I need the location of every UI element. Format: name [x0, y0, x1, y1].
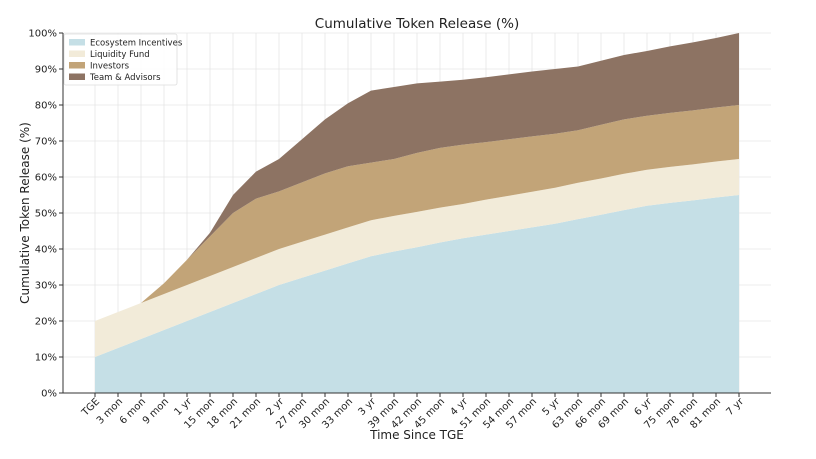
area-investors — [95, 105, 739, 321]
chart-title: Cumulative Token Release (%) — [315, 16, 519, 32]
y-tick-label: 90% — [35, 65, 57, 76]
y-tick-label: 20% — [35, 317, 57, 328]
area-layer — [95, 33, 739, 393]
y-tick-label: 70% — [35, 137, 57, 148]
area-team-advisors — [95, 33, 739, 321]
y-tick-label: 30% — [35, 281, 57, 292]
y-tick-label: 80% — [35, 101, 57, 112]
x-axis-title: Time Since TGE — [369, 428, 464, 442]
legend-label-investors: Investors — [90, 62, 130, 72]
legend-frame — [63, 33, 178, 86]
x-tick-label: 7 yr — [724, 396, 746, 418]
legend-swatch-team-advisors — [69, 73, 85, 80]
legend-label-team-advisors: Team & Advisors — [89, 73, 161, 83]
y-tick-label: 100% — [28, 29, 57, 40]
legend-label-ecosystem-incentives: Ecosystem Incentives — [90, 39, 183, 49]
legend-label-liquidity-fund: Liquidity Fund — [90, 50, 150, 60]
legend-swatch-investors — [69, 62, 85, 69]
y-tick-label: 60% — [35, 173, 57, 184]
y-tick-label: 40% — [35, 245, 57, 256]
y-tick-label: 10% — [35, 353, 57, 364]
legend-swatch-ecosystem-incentives — [69, 39, 85, 46]
y-tick-label: 50% — [35, 209, 57, 220]
x-tick-label: 9 mon — [141, 396, 171, 426]
area-liquidity-fund — [95, 159, 739, 357]
area-ecosystem-incentives — [95, 195, 739, 393]
y-tick-label: 0% — [41, 389, 57, 400]
legend-swatch-liquidity-fund — [69, 50, 85, 57]
y-tick-labels: 0% 10% 20% 30% 40% 50% 60% 70% 80% 90% 100% — [28, 29, 63, 400]
y-axis-title: Cumulative Token Release (%) — [18, 122, 32, 304]
